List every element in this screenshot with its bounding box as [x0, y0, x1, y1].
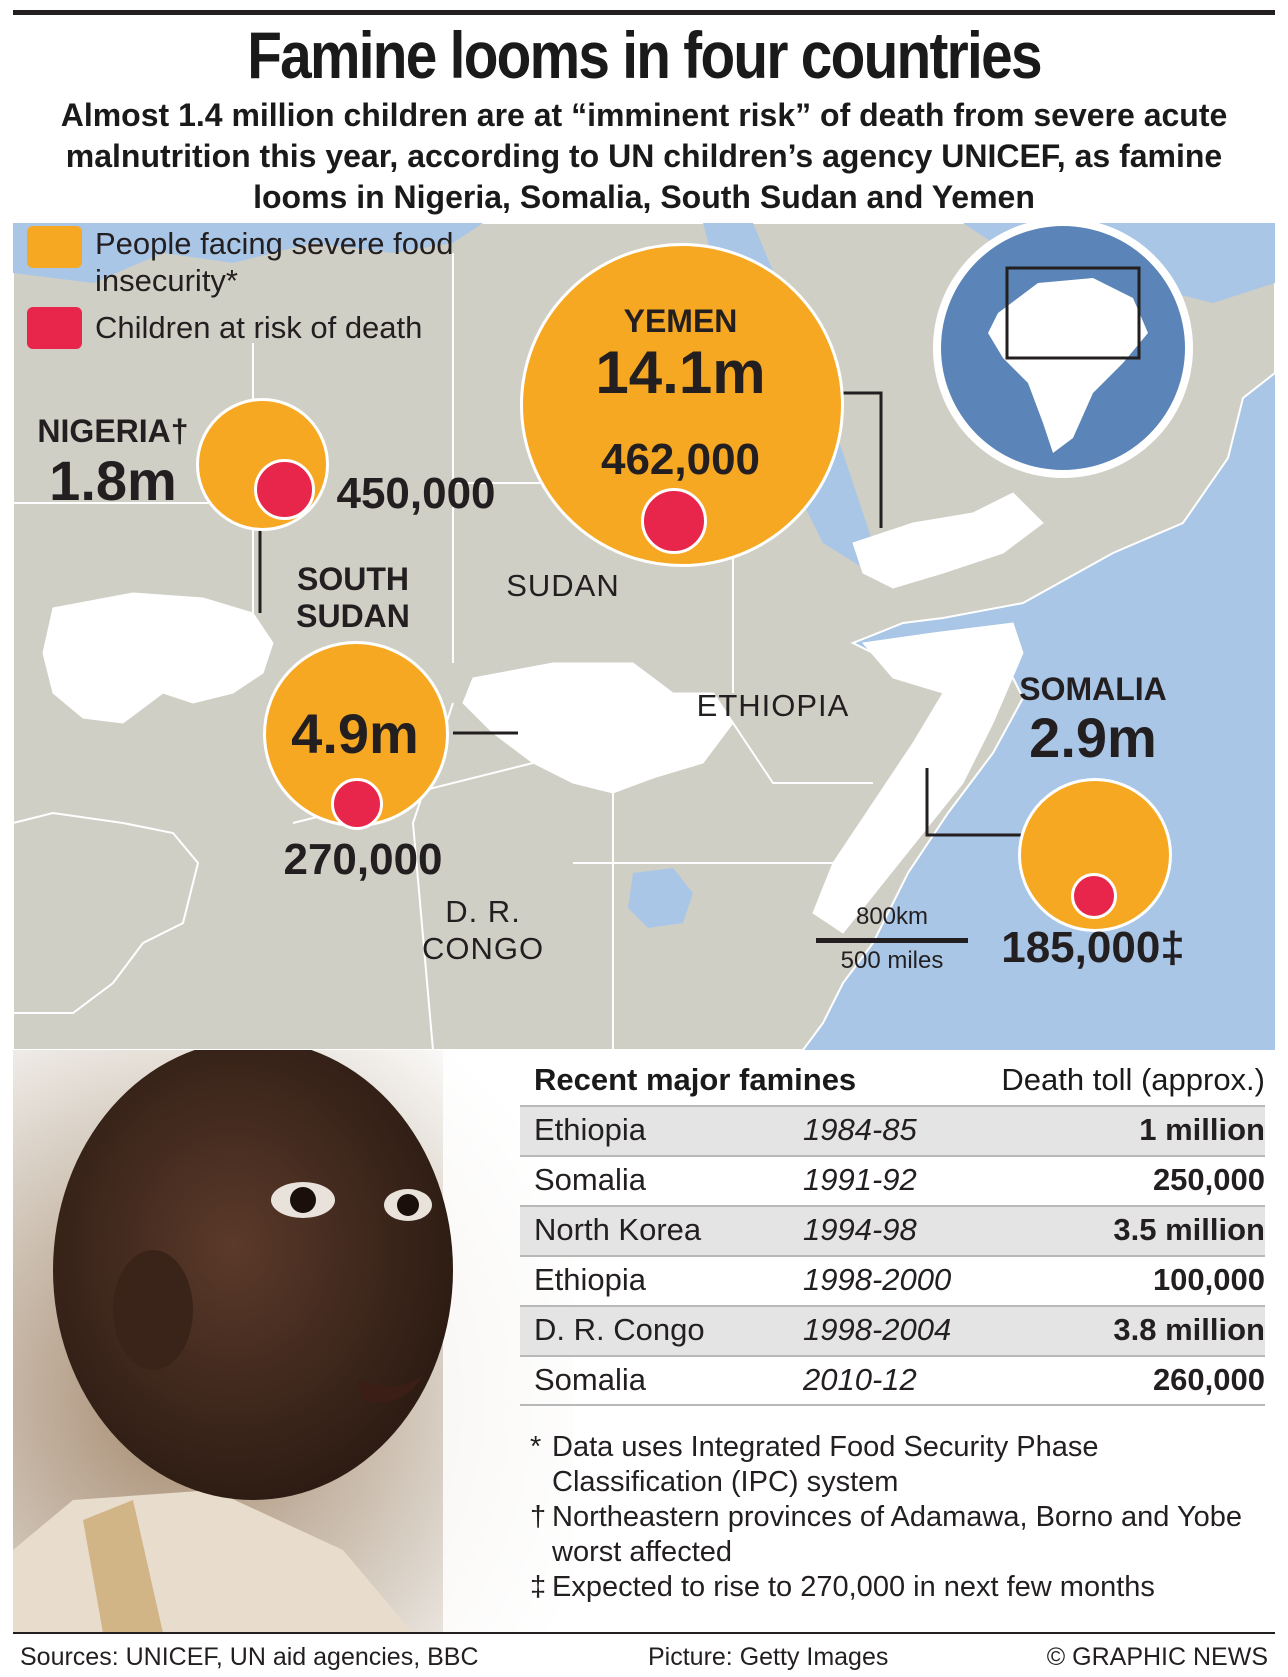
map-label-dr-congo: D. R. CONGO — [393, 893, 573, 967]
row-toll: 3.8 million — [1113, 1312, 1265, 1347]
footer-sources: Sources: UNICEF, UN aid agencies, BBC — [20, 1643, 479, 1671]
nigeria-name: NIGERIA† — [37, 413, 189, 449]
row-years: 1998-2004 — [803, 1312, 952, 1347]
yemen-name: YEMEN — [623, 303, 738, 339]
footer-picture-credit: Picture: Getty Images — [648, 1643, 889, 1671]
yemen-people-value: 14.1m — [595, 339, 766, 406]
footnote: † Northeastern provinces of Adamawa, Bor… — [530, 1500, 1270, 1570]
connector-lines — [258, 391, 1023, 837]
somalia-people-value: 2.9m — [1029, 706, 1157, 769]
footnote-mark: † — [530, 1501, 547, 1533]
bottom-rule — [13, 1632, 1275, 1634]
footnote-text: Northeastern provinces of Adamawa, Borno… — [552, 1501, 1243, 1568]
row-divider — [520, 1205, 1265, 1207]
map-label-dr-congo-line1: D. R. — [445, 894, 521, 929]
globe-inset — [933, 223, 1193, 478]
nigeria-people-value: 1.8m — [49, 449, 177, 512]
row-divider — [520, 1105, 1265, 1107]
legend-label-food: People facing severe food insecurity* — [95, 226, 454, 298]
land-somalia — [812, 622, 1024, 934]
yemen-children-circle[interactable] — [641, 488, 707, 554]
legend-swatch-food — [27, 226, 82, 268]
top-rule — [13, 10, 1275, 15]
row-toll: 3.5 million — [1113, 1212, 1265, 1247]
table-header: Recent major famines Death toll (approx.… — [520, 1055, 1265, 1105]
row-divider — [520, 1155, 1265, 1157]
south-sudan-children-circle[interactable] — [331, 778, 383, 830]
row-divider — [520, 1255, 1265, 1257]
map-label-sudan: SUDAN — [506, 568, 620, 603]
somalia-children-value: 185,000‡ — [1001, 923, 1185, 972]
mediterranean-sea — [13, 223, 483, 283]
footnote-mark: * — [530, 1431, 542, 1463]
row-years: 2010-12 — [803, 1362, 917, 1397]
row-years: 1998-2000 — [803, 1262, 952, 1297]
map-panel[interactable]: People facing severe food insecurity* Ch… — [13, 223, 1275, 1050]
footer-copyright: © GRAPHIC NEWS — [1046, 1643, 1268, 1671]
row-country: Somalia — [534, 1362, 646, 1397]
row-country: Ethiopia — [534, 1262, 647, 1297]
page-title: Famine looms in four countries — [247, 18, 1042, 92]
nigeria-children-value: 450,000 — [336, 469, 496, 518]
row-toll: 260,000 — [1152, 1362, 1265, 1397]
land-south-sudan — [462, 662, 734, 794]
row-toll: 250,000 — [1152, 1162, 1265, 1197]
table-row: Ethiopia 1984-85 1 million — [520, 1105, 1265, 1155]
south-sudan-name-line2: SUDAN — [296, 598, 410, 634]
row-divider — [520, 1355, 1265, 1357]
row-divider — [520, 1404, 1265, 1406]
row-divider — [520, 1305, 1265, 1307]
table-row: Somalia 2010-12 260,000 — [520, 1355, 1265, 1405]
scale-miles: 500 miles — [840, 947, 944, 974]
scale-bar — [816, 938, 968, 943]
south-sudan-name: SOUTH SUDAN — [268, 561, 438, 635]
scale-km: 800km — [855, 903, 929, 930]
table-heading-right: Death toll (approx.) — [1001, 1062, 1265, 1097]
photo-svg — [13, 1050, 573, 1633]
footnote-text: Data uses Integrated Food Security Phase… — [552, 1431, 1099, 1498]
row-toll: 1 million — [1139, 1112, 1265, 1147]
famines-table: Recent major famines Death toll (approx.… — [520, 1055, 1265, 1406]
south-sudan-children-value: 270,000 — [283, 835, 443, 884]
row-years: 1984-85 — [803, 1112, 917, 1147]
footnote: ‡ Expected to rise to 270,000 in next fe… — [530, 1570, 1270, 1605]
nigeria-children-circle[interactable] — [254, 459, 315, 520]
footnote: * Data uses Integrated Food Security Pha… — [530, 1430, 1270, 1500]
page-subtitle: Almost 1.4 million children are at “immi… — [60, 97, 1228, 215]
table-row: D. R. Congo 1998-2004 3.8 million — [520, 1305, 1265, 1355]
map-label-ethiopia: ETHIOPIA — [696, 688, 850, 723]
row-country: Somalia — [534, 1162, 646, 1197]
lake-victoria — [628, 868, 693, 928]
footnotes: * Data uses Integrated Food Security Pha… — [530, 1430, 1270, 1605]
legend-swatch-children — [27, 307, 82, 349]
yemen-children-value: 462,000 — [600, 435, 761, 484]
map-label-dr-congo-line2: CONGO — [421, 931, 545, 966]
row-years: 1991-92 — [803, 1162, 917, 1197]
somalia-name: SOMALIA — [1019, 671, 1167, 707]
south-sudan-name-line1: SOUTH — [297, 561, 409, 597]
land-yemen — [852, 492, 1044, 589]
table-heading: Recent major famines — [534, 1062, 857, 1097]
photo-child — [13, 1050, 573, 1633]
land-africa-arabia — [13, 223, 1275, 1050]
table-rows: Ethiopia 1984-85 1 million Somalia 1991-… — [520, 1105, 1265, 1406]
somalia-children-circle[interactable] — [1071, 873, 1117, 919]
table-row: Somalia 1991-92 250,000 — [520, 1155, 1265, 1205]
row-years: 1994-98 — [803, 1212, 917, 1247]
land-nigeria — [42, 592, 274, 724]
row-toll: 100,000 — [1152, 1262, 1265, 1297]
row-country: D. R. Congo — [534, 1312, 705, 1347]
legend-label-children: Children at risk of death — [95, 310, 423, 345]
footnote-text: Expected to rise to 270,000 in next few … — [552, 1571, 1155, 1603]
row-country: North Korea — [534, 1212, 702, 1247]
south-sudan-people-value: 4.9m — [291, 702, 419, 765]
table-row: North Korea 1994-98 3.5 million — [520, 1205, 1265, 1255]
footnote-mark: ‡ — [530, 1571, 547, 1603]
table-row: Ethiopia 1998-2000 100,000 — [520, 1255, 1265, 1305]
row-country: Ethiopia — [534, 1112, 647, 1147]
